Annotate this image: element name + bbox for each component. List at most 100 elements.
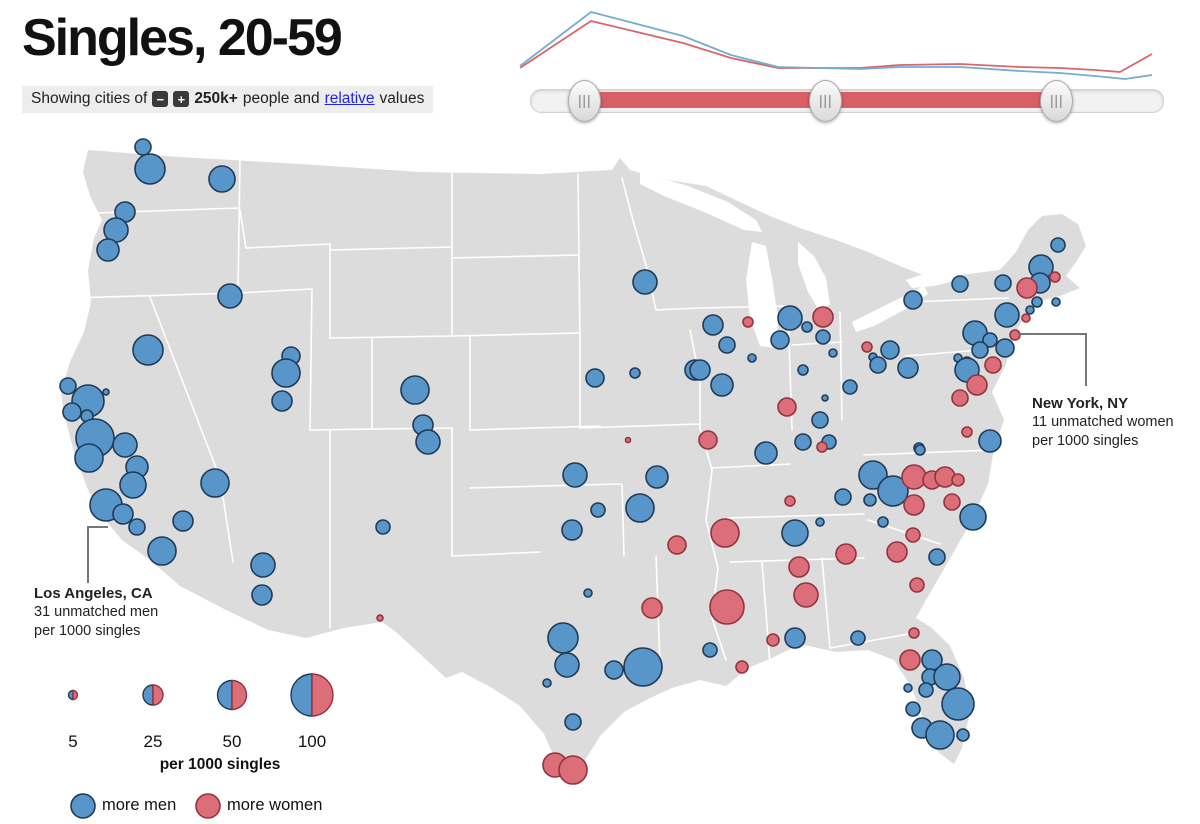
city-bubble-men[interactable] <box>877 475 909 507</box>
city-bubble-women[interactable] <box>784 495 796 507</box>
city-bubble-men[interactable] <box>784 627 806 649</box>
city-bubble-women[interactable] <box>777 397 797 417</box>
city-bubble-women[interactable] <box>558 755 588 785</box>
city-bubble-men[interactable] <box>625 493 655 523</box>
city-bubble-men[interactable] <box>585 368 605 388</box>
city-bubble-women[interactable] <box>667 535 687 555</box>
city-bubble-men[interactable] <box>132 334 164 366</box>
city-bubble-men[interactable] <box>702 642 718 658</box>
city-bubble-men[interactable] <box>994 274 1012 292</box>
city-bubble-men[interactable] <box>590 502 606 518</box>
city-bubble-men[interactable] <box>797 364 809 376</box>
decrease-population-button[interactable]: − <box>152 91 169 107</box>
city-bubble-men[interactable] <box>623 647 663 687</box>
city-bubble-women[interactable] <box>903 494 925 516</box>
city-bubble-men[interactable] <box>128 518 146 536</box>
city-bubble-men[interactable] <box>994 302 1020 328</box>
city-bubble-women[interactable] <box>793 582 819 608</box>
city-bubble-men[interactable] <box>375 519 391 535</box>
city-bubble-women[interactable] <box>742 316 754 328</box>
city-bubble-men[interactable] <box>250 552 276 578</box>
city-bubble-women[interactable] <box>861 341 873 353</box>
city-bubble-men[interactable] <box>777 305 803 331</box>
city-bubble-men[interactable] <box>604 660 624 680</box>
city-bubble-men[interactable] <box>995 338 1015 358</box>
city-bubble-men[interactable] <box>59 377 77 395</box>
city-bubble-women[interactable] <box>709 589 745 625</box>
city-bubble-men[interactable] <box>850 630 866 646</box>
city-bubble-men[interactable] <box>112 432 138 458</box>
city-bubble-men[interactable] <box>271 390 293 412</box>
city-bubble-women[interactable] <box>886 541 908 563</box>
city-bubble-men[interactable] <box>815 517 825 527</box>
city-bubble-men[interactable] <box>710 373 734 397</box>
slider-handle-end[interactable] <box>1039 80 1073 122</box>
city-bubble-women[interactable] <box>961 426 973 438</box>
city-bubble-women[interactable] <box>735 660 749 674</box>
city-bubble-men[interactable] <box>134 138 152 156</box>
slider-handle-middle[interactable] <box>808 80 842 122</box>
city-bubble-men[interactable] <box>925 720 955 750</box>
city-bubble-men[interactable] <box>561 519 583 541</box>
city-bubble-men[interactable] <box>905 701 921 717</box>
city-bubble-men[interactable] <box>801 321 813 333</box>
city-bubble-men[interactable] <box>208 165 236 193</box>
city-bubble-men[interactable] <box>119 471 147 499</box>
city-bubble-men[interactable] <box>914 444 926 456</box>
city-bubble-women[interactable] <box>951 389 969 407</box>
city-bubble-men[interactable] <box>863 493 877 507</box>
city-bubble-men[interactable] <box>1050 237 1066 253</box>
city-bubble-men[interactable] <box>689 359 711 381</box>
city-bubble-men[interactable] <box>811 411 829 429</box>
city-bubble-men[interactable] <box>869 356 887 374</box>
city-bubble-women[interactable] <box>835 543 857 565</box>
city-bubble-men[interactable] <box>702 314 724 336</box>
city-bubble-women[interactable] <box>641 597 663 619</box>
city-bubble-men[interactable] <box>415 429 441 455</box>
city-bubble-women[interactable] <box>710 518 740 548</box>
city-bubble-men[interactable] <box>794 433 812 451</box>
city-bubble-men[interactable] <box>96 238 120 262</box>
city-bubble-women[interactable] <box>788 556 810 578</box>
city-bubble-men[interactable] <box>941 687 975 721</box>
city-bubble-men[interactable] <box>978 429 1002 453</box>
city-bubble-men[interactable] <box>562 462 588 488</box>
city-bubble-women[interactable] <box>816 441 828 453</box>
city-bubble-men[interactable] <box>172 510 194 532</box>
city-bubble-men[interactable] <box>112 503 134 525</box>
city-bubble-women[interactable] <box>905 527 921 543</box>
city-bubble-men[interactable] <box>951 275 969 293</box>
increase-population-button[interactable]: + <box>173 91 190 107</box>
city-bubble-men[interactable] <box>933 663 961 691</box>
city-bubble-men[interactable] <box>200 468 230 498</box>
city-bubble-men[interactable] <box>956 728 970 742</box>
city-bubble-women[interactable] <box>766 633 780 647</box>
city-bubble-men[interactable] <box>815 329 831 345</box>
city-bubble-men[interactable] <box>781 519 809 547</box>
city-bubble-women[interactable] <box>812 306 834 328</box>
city-bubble-men[interactable] <box>554 652 580 678</box>
city-bubble-men[interactable] <box>400 375 430 405</box>
city-bubble-men[interactable] <box>959 503 987 531</box>
city-bubble-women[interactable] <box>951 473 965 487</box>
city-bubble-men[interactable] <box>747 353 757 363</box>
city-bubble-women[interactable] <box>376 614 384 622</box>
city-bubble-men[interactable] <box>74 443 104 473</box>
city-bubble-women[interactable] <box>899 649 921 671</box>
city-bubble-women[interactable] <box>901 464 927 490</box>
city-bubble-men[interactable] <box>547 622 579 654</box>
city-bubble-women[interactable] <box>698 430 718 450</box>
city-bubble-women[interactable] <box>909 577 925 593</box>
city-bubble-women[interactable] <box>908 627 920 639</box>
city-bubble-men[interactable] <box>828 348 838 358</box>
city-bubble-men[interactable] <box>134 153 166 185</box>
city-bubble-women[interactable] <box>624 436 632 444</box>
relative-values-link[interactable]: relative <box>324 90 375 107</box>
slider-handle-start[interactable] <box>567 80 601 122</box>
city-bubble-men[interactable] <box>971 341 989 359</box>
city-bubble-men[interactable] <box>982 332 998 348</box>
city-bubble-men[interactable] <box>754 441 778 465</box>
city-bubble-men[interactable] <box>645 465 669 489</box>
city-bubble-men[interactable] <box>770 330 790 350</box>
city-bubble-men[interactable] <box>842 379 858 395</box>
